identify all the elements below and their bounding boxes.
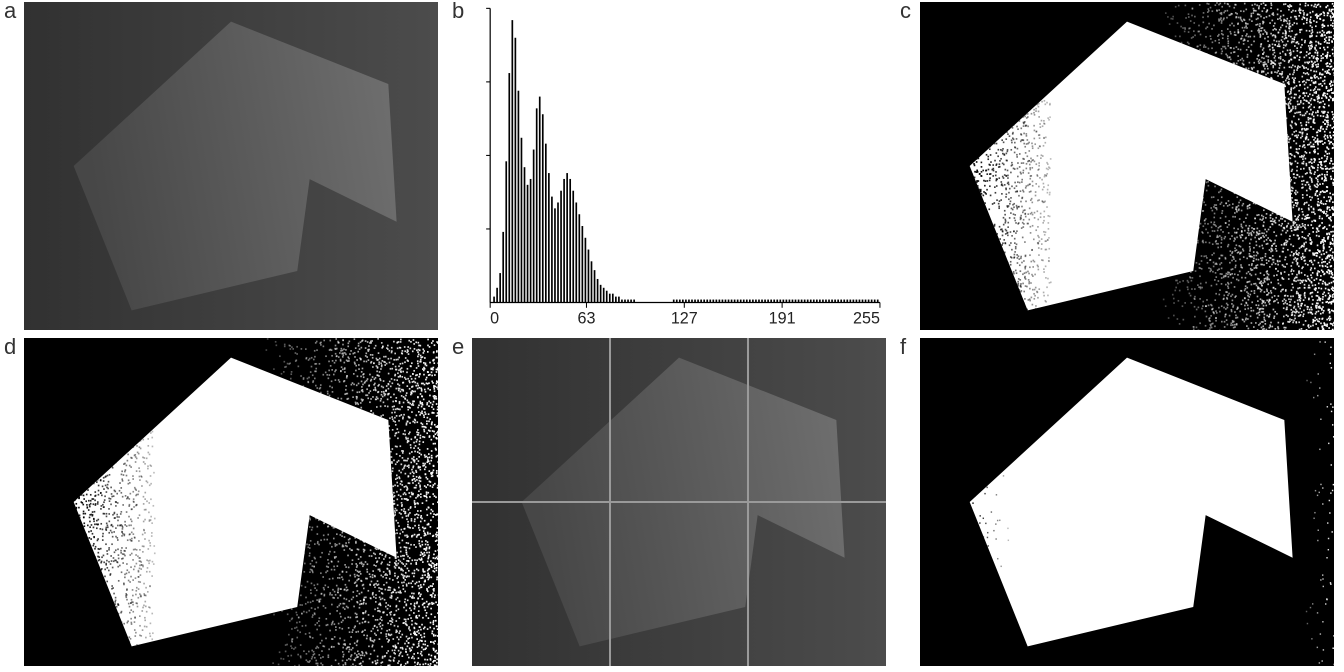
gray-image-a — [24, 2, 438, 330]
gray-image-e-grid — [472, 338, 886, 666]
binary-image-d — [24, 338, 438, 666]
panel-label-f: f — [900, 334, 906, 360]
panel-label-b: b — [452, 0, 464, 24]
svg-text:127: 127 — [671, 308, 698, 327]
panel-c: c — [896, 0, 1344, 336]
svg-text:0: 0 — [490, 308, 499, 327]
panel-d: d — [0, 336, 448, 672]
binary-image-f — [920, 338, 1334, 666]
panel-label-e: e — [452, 334, 464, 360]
panel-e: e — [448, 336, 896, 672]
svg-text:255: 255 — [853, 308, 880, 327]
svg-text:191: 191 — [769, 308, 796, 327]
panel-f: f — [896, 336, 1344, 672]
binary-image-c — [920, 2, 1334, 330]
panel-label-a: a — [4, 0, 16, 24]
panel-a: a — [0, 0, 448, 336]
svg-text:63: 63 — [577, 308, 595, 327]
panel-label-c: c — [900, 0, 911, 24]
panel-label-d: d — [4, 334, 16, 360]
figure-grid: a b 0 63 127 191 255 — [0, 0, 1344, 672]
histogram-chart: 0 63 127 191 255 — [472, 2, 886, 330]
panel-b: b 0 63 127 191 255 — [448, 0, 896, 336]
